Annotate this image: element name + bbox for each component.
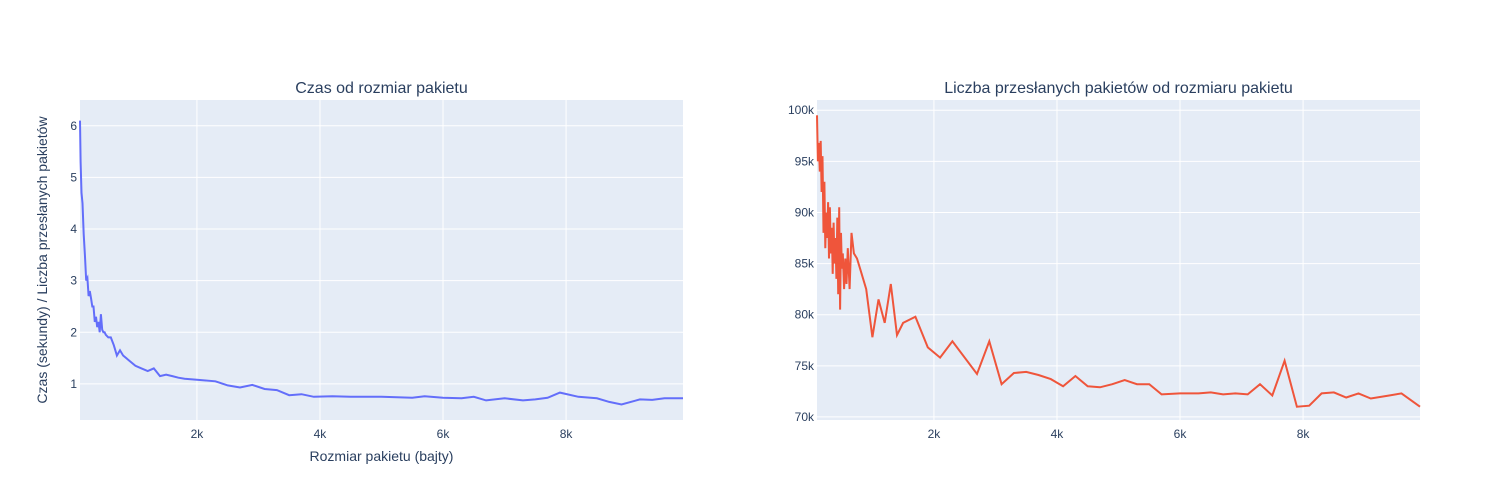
x-tick-label: 8k (1297, 427, 1311, 441)
y-ticks-2: 70k 75k 80k 85k 90k 95k 100k (788, 103, 815, 424)
chart-packets-vs-packet-size: 2k 4k 6k 8k 70k 75k 80k 85k 90k 95k 100k Liczba p… (788, 80, 1421, 441)
y-tick-label: 75k (795, 359, 815, 373)
y-tick-label: 80k (795, 308, 815, 322)
y-tick-label: 90k (795, 205, 815, 219)
plot-area-1 (80, 100, 683, 420)
y-ticks-1: 1 2 3 4 5 6 (70, 119, 77, 391)
y-tick-label: 85k (795, 257, 815, 271)
x-tick-label: 2k (191, 427, 205, 441)
x-tick-label: 6k (1174, 427, 1188, 441)
plot-area-2 (817, 100, 1420, 420)
gridlines-2 (817, 100, 1420, 420)
y-tick-label: 5 (70, 170, 77, 184)
chart-title-1: Czas od rozmiar pakietu (295, 80, 468, 97)
y-tick-label: 1 (70, 377, 77, 391)
chart-title-2: Liczba przesłanych pakietów od rozmiaru … (944, 80, 1293, 97)
y-tick-label: 100k (788, 103, 815, 117)
series-line-time (79, 120, 683, 406)
y-tick-label: 95k (795, 154, 815, 168)
y-tick-label: 3 (70, 274, 77, 288)
gridlines-1 (80, 100, 683, 420)
series-line-packets (816, 115, 1421, 408)
x-tick-label: 6k (437, 427, 451, 441)
x-tick-label: 4k (1051, 427, 1065, 441)
y-tick-label: 2 (70, 325, 77, 339)
y-tick-label: 70k (795, 410, 815, 424)
x-tick-label: 4k (314, 427, 328, 441)
y-axis-label-1: Czas (sekundy) / Liczba przesłanych paki… (34, 116, 50, 404)
y-tick-label: 4 (70, 222, 77, 236)
x-tick-label: 8k (560, 427, 574, 441)
y-tick-label: 6 (70, 119, 77, 133)
x-tick-label: 2k (928, 427, 942, 441)
x-ticks-1: 2k 4k 6k 8k (191, 427, 574, 441)
x-ticks-2: 2k 4k 6k 8k (928, 427, 1311, 441)
x-axis-label-1: Rozmiar pakietu (bajty) (310, 448, 454, 464)
